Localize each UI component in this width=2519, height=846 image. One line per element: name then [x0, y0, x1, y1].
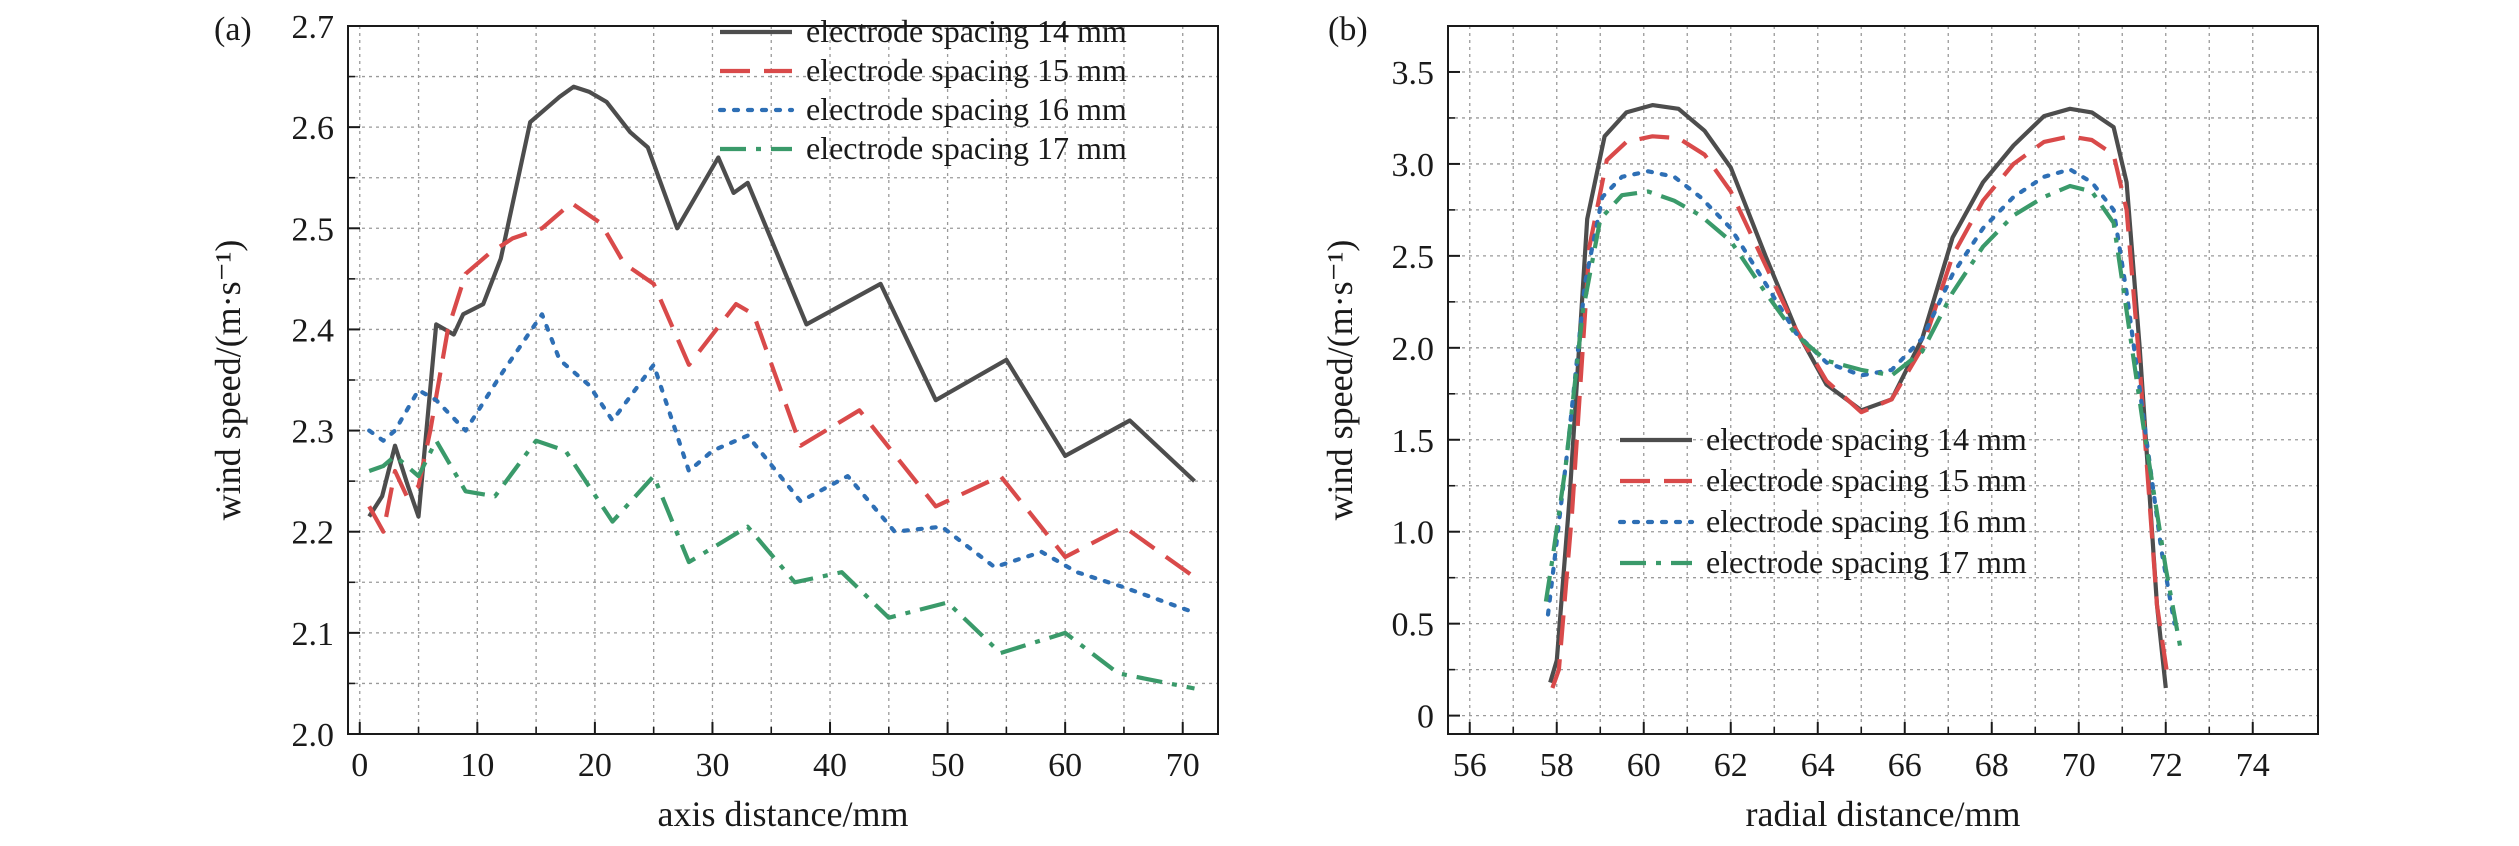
series-line-2: [1550, 134, 2170, 689]
series-line-4: [1543, 183, 2184, 652]
x-tick-label: 0: [351, 747, 368, 784]
series-line-1: [1548, 102, 2168, 689]
plot-frame: [1447, 25, 2319, 735]
x-tick-label: 50: [931, 747, 965, 784]
series-line-3: [1545, 167, 2177, 626]
chart-panel-a: 0 10 20 30 40 50 60 70 2.0 2.1 2.2 2.3 2.4 2.5 2.6 2.7 a…: [208, 9, 1219, 834]
x-tick-label: 40: [813, 747, 847, 784]
y-axis-label: wind speed/(m·s⁻¹): [208, 240, 248, 521]
x-tick-label: 72: [2149, 747, 2183, 784]
x-axis-label: axis distance/mm: [658, 794, 909, 834]
legend-label-1: electrode spacing 14 mm: [806, 13, 1127, 49]
x-tick-label: 70: [1166, 747, 1200, 784]
grid: [1448, 26, 2318, 734]
x-tick-label: 74: [2236, 747, 2270, 784]
x-tick-label: 20: [578, 747, 612, 784]
y-tick-label: 2.0: [1392, 331, 1435, 368]
legend: electrode spacing 14 mm electrode spacing…: [1617, 421, 2027, 580]
y-tick-label: 3.5: [1392, 55, 1435, 92]
y-tick-label: 2.0: [292, 717, 335, 754]
x-tick-label: 60: [1627, 747, 1661, 784]
legend-label-2: electrode spacing 15 mm: [1706, 462, 2027, 498]
chart-panel-b: 56 58 60 62 64 66 68 70 72 74 0 0.5 1.0 1.5 2.0 2.5 3.0 3…: [1320, 11, 2319, 834]
legend-label-3: electrode spacing 16 mm: [806, 91, 1127, 127]
y-tick-label: 2.3: [292, 414, 335, 451]
x-tick-label: 68: [1975, 747, 2009, 784]
legend-label-2: electrode spacing 15 mm: [806, 52, 1127, 88]
series-line-4: [368, 438, 1195, 691]
legend-label-4: electrode spacing 17 mm: [1706, 544, 2027, 580]
legend-label-1: electrode spacing 14 mm: [1706, 421, 2027, 457]
x-tick-label: 66: [1888, 747, 1922, 784]
y-tick-label: 2.7: [292, 9, 335, 46]
x-tick-label: 62: [1714, 747, 1748, 784]
x-tick-label: 60: [1048, 747, 1082, 784]
y-tick-label: 0.5: [1392, 607, 1435, 644]
x-tick-label: 58: [1540, 747, 1574, 784]
panel-label: (b): [1328, 11, 1368, 48]
series-line-3: [367, 312, 1197, 615]
x-tick-label: 64: [1801, 747, 1835, 784]
legend-label-3: electrode spacing 16 mm: [1706, 503, 2027, 539]
y-tick-label: 2.5: [292, 211, 335, 248]
y-axis-label: wind speed/(m·s⁻¹): [1320, 240, 1360, 521]
x-tick-label: 56: [1453, 747, 1487, 784]
y-tick-label: 2.6: [292, 110, 335, 147]
x-axis-label: radial distance/mm: [1746, 794, 2021, 834]
y-tick-label: 1.5: [1392, 423, 1435, 460]
y-tick-label: 2.2: [292, 515, 335, 552]
legend-label-4: electrode spacing 17 mm: [806, 130, 1127, 166]
x-tick-label: 70: [2062, 747, 2096, 784]
panel-label: (a): [214, 11, 252, 48]
y-tick-label: 1.0: [1392, 515, 1435, 552]
y-tick-label: 3.0: [1392, 147, 1435, 184]
x-tick-label: 30: [695, 747, 729, 784]
series-line-2: [367, 200, 1196, 579]
y-tick-label: 2.5: [1392, 239, 1435, 276]
x-tick-label: 10: [460, 747, 494, 784]
y-tick-label: 2.1: [292, 616, 335, 653]
series-line-1: [367, 84, 1196, 519]
y-tick-label: 0: [1417, 699, 1434, 736]
y-tick-label: 2.4: [292, 312, 335, 349]
